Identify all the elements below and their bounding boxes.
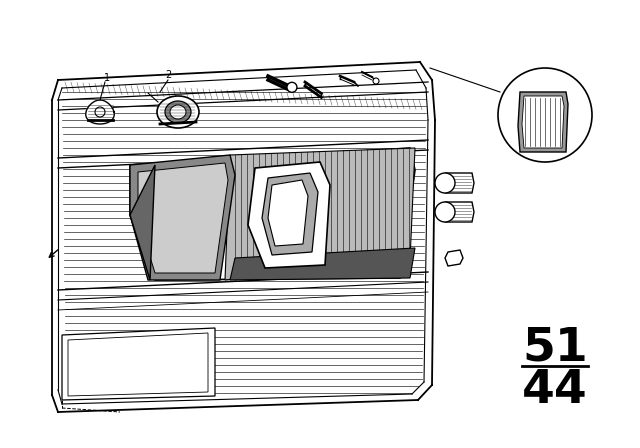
Circle shape <box>373 78 379 84</box>
Circle shape <box>95 107 105 117</box>
Polygon shape <box>445 250 463 266</box>
Text: 1: 1 <box>104 73 110 83</box>
Polygon shape <box>138 163 228 273</box>
Polygon shape <box>86 100 115 124</box>
Circle shape <box>435 202 455 222</box>
Ellipse shape <box>165 101 191 123</box>
Polygon shape <box>225 148 415 280</box>
Polygon shape <box>230 248 415 280</box>
Polygon shape <box>130 155 235 280</box>
Polygon shape <box>522 96 564 148</box>
Ellipse shape <box>170 105 186 119</box>
Text: 2: 2 <box>165 70 171 80</box>
Polygon shape <box>445 202 474 222</box>
Circle shape <box>435 173 455 193</box>
Text: 44: 44 <box>522 367 588 413</box>
Polygon shape <box>518 92 568 152</box>
Polygon shape <box>68 333 208 396</box>
Polygon shape <box>445 173 474 193</box>
Polygon shape <box>130 165 155 280</box>
Polygon shape <box>268 180 308 246</box>
Circle shape <box>498 68 592 162</box>
Polygon shape <box>62 328 215 400</box>
Circle shape <box>287 82 297 92</box>
Polygon shape <box>130 148 415 280</box>
Ellipse shape <box>157 96 199 128</box>
Text: 51: 51 <box>522 326 588 370</box>
Polygon shape <box>248 162 330 268</box>
Polygon shape <box>262 173 318 255</box>
